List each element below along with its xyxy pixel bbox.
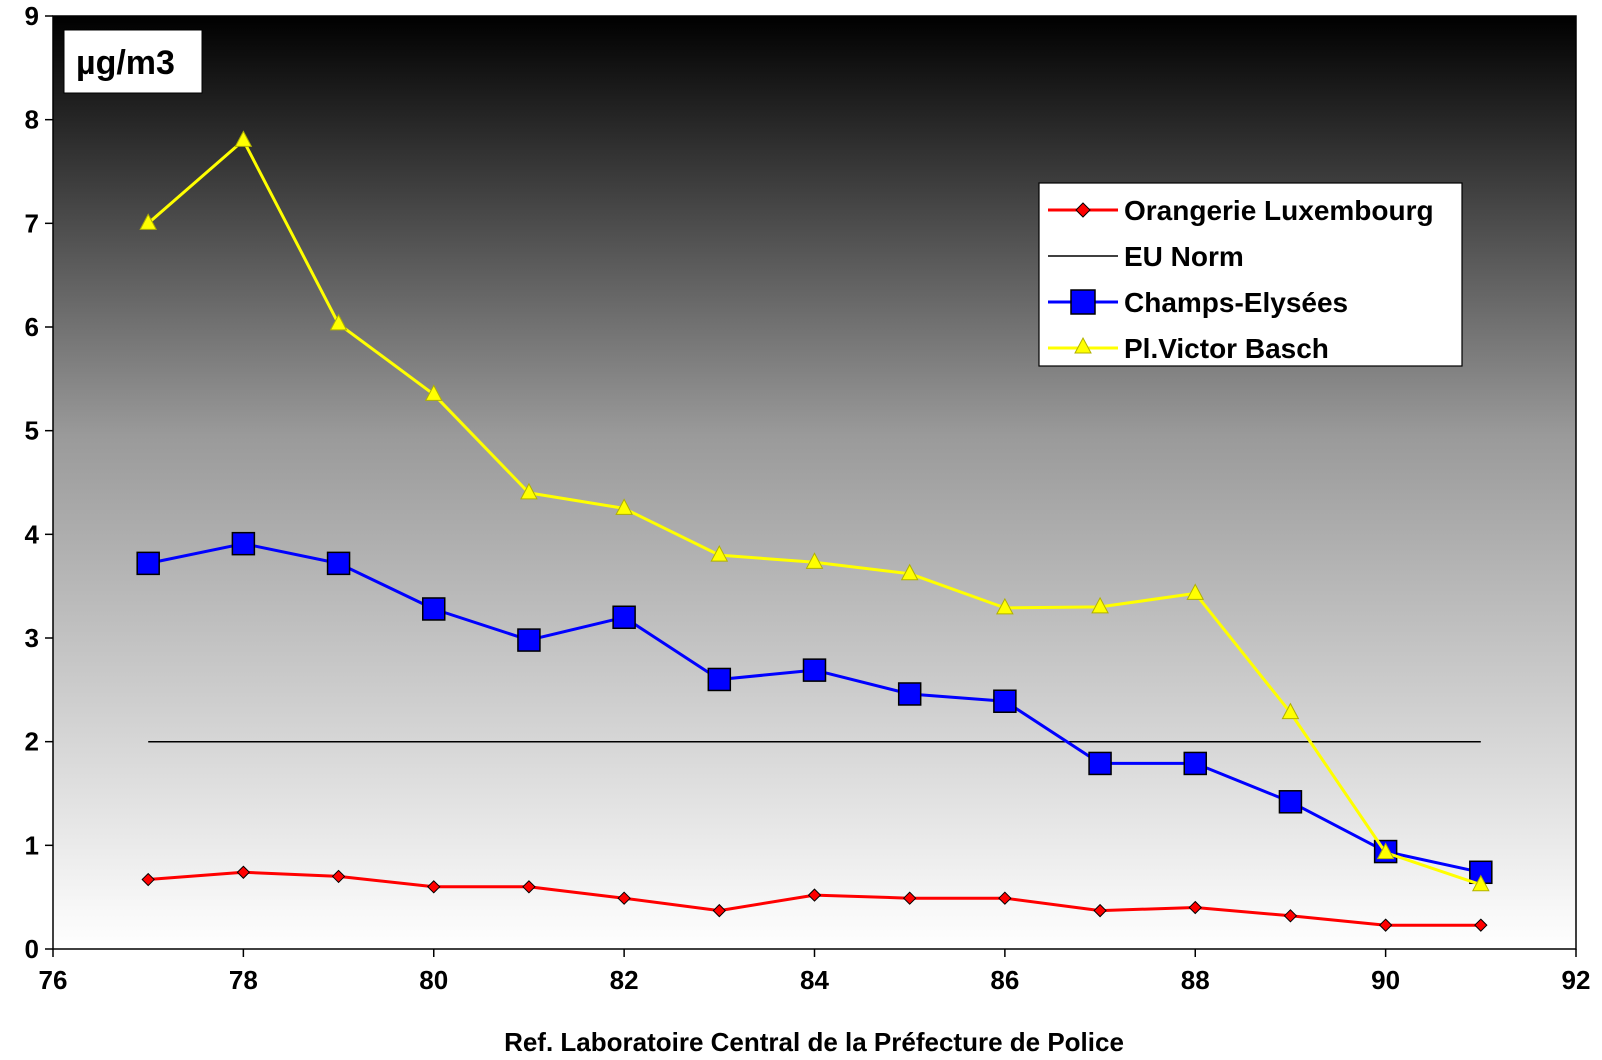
data-point-champs-elys-es (1278, 790, 1303, 814)
data-point-pl-victor-basch (996, 597, 1014, 615)
data-point-orangerie-luxembourg (902, 891, 917, 905)
data-point-orangerie-luxembourg (617, 891, 631, 905)
data-point-orangerie-luxembourg (236, 865, 251, 879)
unit-label-box: µg/m3 (63, 29, 203, 94)
legend: Orangerie Luxembourg EU Norm Champs-Elys… (1038, 182, 1463, 367)
y-tick-label: 4 (25, 519, 40, 549)
data-point-champs-elys-es (231, 531, 256, 556)
legend-label-orangerie: Orangerie Luxembourg (1124, 195, 1434, 226)
y-tick-label: 8 (25, 105, 39, 135)
data-point-pl-victor-basch (805, 552, 824, 569)
data-point-orangerie-luxembourg (1283, 909, 1298, 923)
data-point-pl-victor-basch (139, 213, 158, 230)
data-point-pl-victor-basch (900, 563, 919, 581)
series-pl-victor-basch (139, 130, 1490, 892)
data-point-champs-elys-es (1183, 751, 1207, 776)
data-point-champs-elys-es (707, 667, 732, 692)
legend-label-champs-elysees: Champs-Elysées (1124, 287, 1348, 318)
data-point-champs-elys-es (326, 551, 351, 576)
data-point-pl-victor-basch (329, 313, 348, 331)
data-point-orangerie-luxembourg (1093, 903, 1107, 918)
data-point-pl-victor-basch (1091, 596, 1109, 614)
data-point-pl-victor-basch (424, 384, 443, 401)
data-point-champs-elys-es (802, 658, 827, 682)
y-tick-label: 3 (25, 623, 39, 653)
data-point-champs-elys-es (897, 682, 922, 706)
data-point-orangerie-luxembourg (807, 888, 822, 902)
y-axis-ticks: 0 1 2 3 4 5 6 7 8 9 (25, 1, 53, 964)
x-tick-label: 80 (419, 965, 448, 995)
x-tick-label: 92 (1562, 965, 1591, 995)
x-tick-label: 88 (1181, 965, 1210, 995)
data-point-orangerie-luxembourg (1474, 918, 1488, 932)
data-point-orangerie-luxembourg (331, 869, 346, 884)
plot-area (52, 15, 1577, 950)
data-point-orangerie-luxembourg (1378, 918, 1393, 932)
data-point-champs-elys-es (136, 551, 160, 576)
data-point-orangerie-luxembourg (998, 891, 1012, 905)
legend-item-victor-basch: Pl.Victor Basch (1048, 333, 1329, 364)
data-point-pl-victor-basch (1281, 702, 1300, 720)
data-point-orangerie-luxembourg (1188, 900, 1202, 915)
data-point-orangerie-luxembourg (522, 880, 536, 894)
data-point-champs-elys-es (517, 628, 541, 652)
legend-item-eu-norm: EU Norm (1048, 241, 1244, 272)
unit-label: µg/m3 (76, 44, 175, 82)
data-point-champs-elys-es (612, 605, 636, 630)
data-point-pl-victor-basch (710, 545, 729, 562)
x-tick-label: 78 (229, 965, 258, 995)
data-point-champs-elys-es (993, 689, 1017, 713)
legend-label-eu-norm: EU Norm (1124, 241, 1244, 272)
x-axis-title: Ref. Laboratoire Central de la Préfectur… (504, 1027, 1124, 1057)
data-point-pl-victor-basch (1471, 874, 1490, 892)
legend-item-orangerie: Orangerie Luxembourg (1048, 195, 1434, 226)
data-point-pl-victor-basch (1376, 842, 1395, 860)
series-layer (136, 130, 1493, 932)
data-point-orangerie-luxembourg (141, 872, 155, 887)
y-tick-label: 6 (25, 312, 39, 342)
x-tick-label: 76 (39, 965, 68, 995)
legend-label-victor-basch: Pl.Victor Basch (1124, 333, 1329, 364)
series-orangerie-luxembourg (141, 865, 1488, 932)
y-tick-label: 7 (25, 208, 39, 238)
x-axis-ticks: 76 78 80 82 84 86 88 90 92 (39, 949, 1591, 995)
y-tick-label: 0 (25, 934, 39, 964)
data-point-champs-elys-es (1088, 751, 1112, 776)
data-point-pl-victor-basch (1186, 583, 1205, 600)
data-point-pl-victor-basch (520, 482, 538, 500)
y-tick-label: 9 (25, 1, 39, 31)
y-tick-label: 5 (25, 416, 39, 446)
data-point-orangerie-luxembourg (712, 903, 727, 918)
y-tick-label: 2 (25, 727, 39, 757)
data-point-pl-victor-basch (615, 498, 633, 515)
x-tick-label: 86 (990, 965, 1019, 995)
legend-box (1038, 182, 1463, 367)
y-tick-label: 1 (25, 830, 39, 860)
data-point-champs-elys-es (422, 597, 446, 621)
data-point-pl-victor-basch (234, 130, 253, 147)
x-tick-label: 82 (610, 965, 639, 995)
x-tick-label: 90 (1371, 965, 1400, 995)
data-point-orangerie-luxembourg (427, 880, 441, 894)
legend-item-champs-elysees: Champs-Elysées (1048, 287, 1348, 318)
x-tick-label: 84 (800, 965, 829, 995)
